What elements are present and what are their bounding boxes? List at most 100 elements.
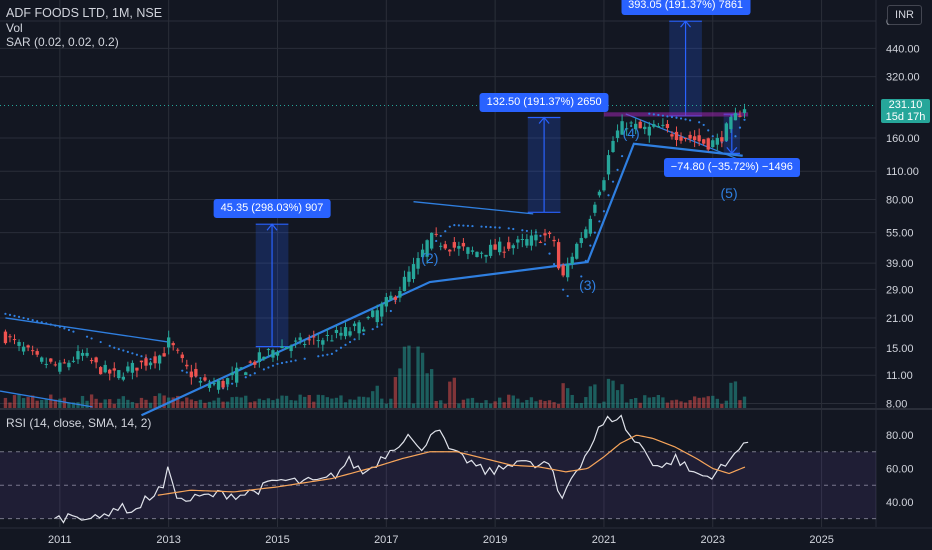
volume-bar	[253, 401, 257, 408]
sar-dot	[267, 366, 270, 369]
candle-body	[493, 244, 497, 250]
candle-body	[629, 122, 633, 124]
candle-body	[17, 341, 21, 346]
candle-body	[275, 351, 280, 356]
sar-dot	[684, 118, 687, 121]
measurement-label[interactable]: 393.05 (191.37%) 7861	[621, 0, 751, 16]
volume-bar	[212, 400, 216, 408]
candle-body	[497, 241, 502, 253]
candle-body	[339, 332, 343, 336]
y-tick-label: 29.00	[886, 284, 914, 296]
sar-dot	[185, 371, 188, 374]
sar-dot	[376, 325, 379, 328]
sar-dot	[675, 116, 678, 119]
measurement-label[interactable]: −74.80 (−35.72%) −1496	[663, 158, 800, 178]
candle-body	[620, 121, 624, 135]
volume-bar	[706, 396, 710, 408]
volume-bar	[439, 400, 443, 408]
candle-body	[411, 264, 416, 280]
sar-dot	[543, 243, 547, 246]
candle-body	[67, 362, 71, 368]
volume-bar	[244, 395, 248, 408]
sar-dot	[480, 225, 483, 228]
volume-bar	[556, 403, 561, 408]
elliott-wave-path	[141, 142, 743, 417]
rsi-legend[interactable]: RSI (14, close, SMA, 14, 2)	[6, 416, 152, 430]
symbol-title[interactable]: ADF FOODS LTD, 1M, NSE	[6, 6, 163, 20]
volume-bar	[652, 397, 656, 408]
candle-body	[516, 239, 520, 243]
candle-body	[529, 235, 534, 246]
volume-bar	[321, 395, 325, 408]
candle-body	[316, 340, 320, 342]
measurement-label[interactable]: 45.35 (298.03%) 907	[213, 199, 331, 219]
volume-bar	[30, 395, 35, 408]
volume-bar	[235, 396, 239, 408]
sar-dot	[99, 340, 102, 344]
sar-dot	[512, 227, 515, 231]
candle-body	[35, 351, 39, 355]
candle-body	[543, 233, 547, 236]
candle-body	[656, 126, 661, 128]
volume-bar	[121, 396, 125, 408]
candle-body	[71, 360, 76, 362]
sar-dot	[67, 328, 71, 332]
volume-bar	[647, 397, 651, 408]
sar-dot	[389, 309, 392, 313]
measurement-label[interactable]: 132.50 (191.37%) 2650	[479, 92, 609, 112]
volume-bar	[89, 394, 94, 408]
trend-lines[interactable]	[0, 104, 876, 417]
volume-bar	[552, 402, 556, 408]
volume-bar	[126, 399, 130, 408]
candle-body	[461, 242, 466, 247]
candle-body	[538, 241, 543, 243]
candle-body	[566, 264, 570, 278]
x-tick-label: 2011	[48, 534, 72, 546]
sar-dot	[40, 321, 43, 324]
sar-dot	[122, 349, 125, 352]
candle-body	[420, 249, 425, 258]
y-tick-label: 80.00	[886, 194, 914, 206]
candle-body	[706, 138, 710, 150]
candle-body	[724, 123, 729, 141]
candle-body	[452, 242, 456, 248]
sar-dot	[466, 224, 470, 227]
candle-body	[98, 367, 103, 375]
currency-button[interactable]: INR	[887, 5, 922, 25]
volume-bar	[316, 394, 320, 408]
sar-dot	[698, 121, 701, 124]
rsi-ma-line	[157, 434, 746, 496]
volume-bar	[602, 401, 606, 408]
volume-bar	[58, 398, 62, 408]
sar-dot	[22, 316, 25, 320]
candle-body	[407, 271, 411, 282]
candle-body	[21, 346, 26, 352]
sar-dot	[72, 330, 75, 333]
candle-body	[611, 140, 615, 153]
sar-dot	[444, 230, 447, 233]
candle-body	[702, 139, 706, 144]
candle-body	[280, 346, 284, 349]
sar-dot	[271, 364, 275, 367]
candle-body	[674, 131, 679, 140]
volume-bar	[679, 401, 683, 408]
tick-labels: 600.00440.00320.00160.00110.0080.0055.00…	[48, 16, 920, 546]
volume-bar	[76, 402, 80, 408]
sar-dot	[707, 129, 710, 132]
volume-legend[interactable]: Vol	[6, 21, 23, 35]
candle-body	[117, 370, 121, 379]
trend-line	[5, 317, 169, 343]
volume-bar	[248, 402, 252, 408]
sar-dot	[435, 239, 438, 243]
volume-bar	[157, 393, 162, 408]
sar-dot	[602, 210, 606, 213]
candle-body	[661, 124, 665, 126]
candle-body	[715, 137, 719, 145]
volume-bar	[216, 397, 221, 408]
sar-dot	[249, 374, 252, 377]
sar-legend[interactable]: SAR (0.02, 0.02, 0.2)	[6, 35, 119, 49]
volume-bar	[543, 401, 547, 408]
volume-bar	[584, 397, 588, 408]
volume-bar	[448, 381, 452, 408]
